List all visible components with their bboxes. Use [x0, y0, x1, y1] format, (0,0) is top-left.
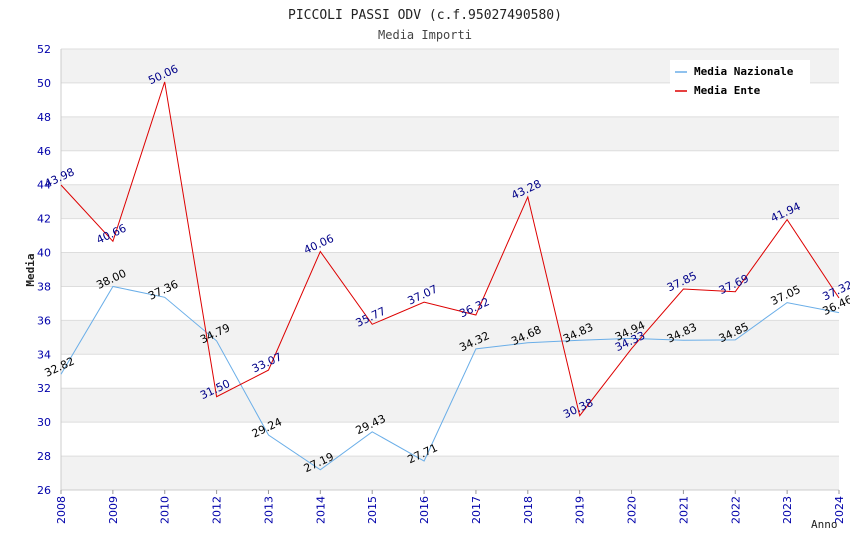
x-tick-label: 2010	[159, 496, 172, 524]
grid-band	[61, 184, 839, 219]
data-label: 36.32	[457, 295, 491, 320]
x-tick-label: 2023	[781, 496, 794, 524]
x-tick-label: 2012	[211, 496, 224, 524]
y-tick-label: 36	[37, 314, 51, 327]
y-tick-label: 34	[37, 348, 51, 361]
x-tick-label: 2024	[833, 496, 846, 524]
y-tick-label: 46	[37, 145, 51, 158]
x-tick-label: 2008	[55, 496, 68, 524]
y-tick-label: 42	[37, 213, 51, 226]
y-tick-label: 40	[37, 247, 51, 260]
x-tick-label: 2022	[729, 496, 742, 524]
legend-label-media-nazionale: Media Nazionale	[694, 65, 794, 78]
x-tick-label: 2020	[626, 496, 639, 524]
x-tick-label: 2018	[522, 496, 535, 524]
grid-band	[61, 320, 839, 355]
x-tick-label: 2016	[418, 496, 431, 524]
y-tick-label: 44	[37, 179, 51, 192]
grid-band	[61, 116, 839, 151]
data-label: 40.66	[94, 222, 128, 247]
x-tick-labels: 2008 2009 2010 2012 2013 2014 2015 2016 2017 2018…	[55, 490, 846, 524]
legend: Media Nazionale Media Ente	[670, 60, 810, 102]
x-tick-label: 2013	[262, 496, 275, 524]
grid-band	[61, 252, 839, 287]
y-tick-labels: 26 28 30 32 34 36 38 40 42 44 46 48 50 52	[37, 43, 51, 497]
grid-band	[61, 456, 839, 490]
series-line-media-nazionale	[60, 285, 840, 471]
y-tick-label: 38	[37, 280, 51, 293]
y-tick-label: 48	[37, 111, 51, 124]
y-tick-label: 28	[37, 450, 51, 463]
x-axis-label: Anno	[811, 518, 838, 531]
x-tick-label: 2014	[314, 496, 327, 524]
y-tick-label: 30	[37, 416, 51, 429]
series-lines	[60, 81, 840, 471]
y-tick-label: 52	[37, 43, 51, 56]
legend-box	[670, 60, 810, 102]
series-line-media-ente	[60, 81, 840, 417]
y-tick-label: 50	[37, 77, 51, 90]
x-tick-label: 2015	[366, 496, 379, 524]
y-axis-label: Media	[24, 253, 37, 286]
y-tick-label: 32	[37, 382, 51, 395]
y-tick-label: 26	[37, 484, 51, 497]
chart-title: PICCOLI PASSI ODV (c.f.95027490580)	[288, 8, 562, 23]
axes	[60, 49, 839, 491]
x-tick-label: 2021	[677, 496, 690, 524]
x-tick-label: 2009	[107, 496, 120, 524]
x-tick-label: 2019	[574, 496, 587, 524]
x-tick-label: 2017	[470, 496, 483, 524]
legend-label-media-ente: Media Ente	[694, 84, 761, 97]
grid-bands	[61, 49, 839, 490]
chart-subtitle: Media Importi	[378, 28, 472, 42]
